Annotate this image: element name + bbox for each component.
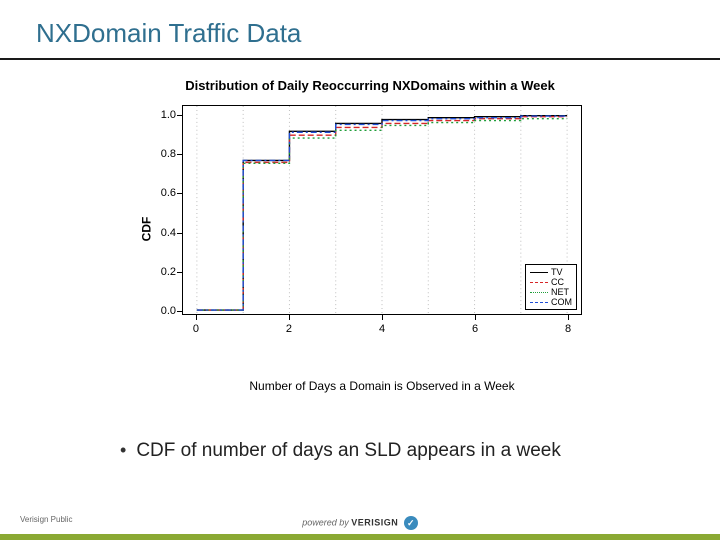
y-tick-label: 0.4 — [161, 227, 176, 239]
legend-row: NET — [530, 287, 572, 297]
plot-box: CDF 0.00.20.40.60.81.0 TVCCNETCOM 02468 … — [130, 99, 610, 359]
bullet-icon: • — [120, 441, 126, 459]
legend-label: NET — [551, 287, 569, 297]
legend-label: CC — [551, 277, 564, 287]
legend-row: TV — [530, 267, 572, 277]
x-tick-mark — [196, 315, 197, 320]
chart-title: Distribution of Daily Reoccurring NXDoma… — [130, 78, 610, 93]
legend-swatch — [530, 282, 548, 283]
legend-swatch — [530, 302, 548, 303]
x-tick-mark — [289, 315, 290, 320]
x-tick-mark — [382, 315, 383, 320]
y-tick-label: 1.0 — [161, 109, 176, 121]
legend-label: TV — [551, 267, 563, 277]
legend-row: COM — [530, 297, 572, 307]
y-tick-label: 0.2 — [161, 266, 176, 278]
page-title: NXDomain Traffic Data — [36, 18, 301, 49]
y-tick-label: 0.8 — [161, 148, 176, 160]
plot-area: TVCCNETCOM — [182, 105, 582, 315]
footer-bar — [0, 534, 720, 540]
footer-powered-label: powered by — [302, 517, 349, 527]
cdf-chart: Distribution of Daily Reoccurring NXDoma… — [130, 78, 610, 398]
x-tick-label: 2 — [286, 323, 292, 335]
y-ticks: 0.0 0.2 0.4 0.6 0.8 1.0 — [130, 105, 182, 315]
x-axis-label: Number of Days a Domain is Observed in a… — [182, 379, 582, 393]
x-tick-label: 6 — [472, 323, 478, 335]
title-underline — [0, 58, 720, 60]
legend-swatch — [530, 272, 548, 273]
x-tick-label: 8 — [565, 323, 571, 335]
legend: TVCCNETCOM — [525, 264, 577, 310]
legend-row: CC — [530, 277, 572, 287]
slide: NXDomain Traffic Data Distribution of Da… — [0, 0, 720, 540]
bullet-row: • CDF of number of days an SLD appears i… — [120, 440, 561, 462]
bullet-text: CDF of number of days an SLD appears in … — [136, 440, 561, 462]
legend-label: COM — [551, 297, 572, 307]
check-icon: ✓ — [404, 516, 418, 530]
legend-swatch — [530, 292, 548, 293]
y-tick-label: 0.0 — [161, 305, 176, 317]
series-lines — [183, 106, 581, 314]
y-tick-label: 0.6 — [161, 187, 176, 199]
x-ticks: 0 2 4 6 8 — [182, 315, 582, 345]
footer-brand: powered by VERISIGN ✓ — [0, 516, 720, 530]
x-tick-label: 4 — [379, 323, 385, 335]
footer-brand-name: VERISIGN — [351, 517, 398, 527]
x-tick-mark — [475, 315, 476, 320]
x-tick-label: 0 — [193, 323, 199, 335]
x-tick-mark — [568, 315, 569, 320]
